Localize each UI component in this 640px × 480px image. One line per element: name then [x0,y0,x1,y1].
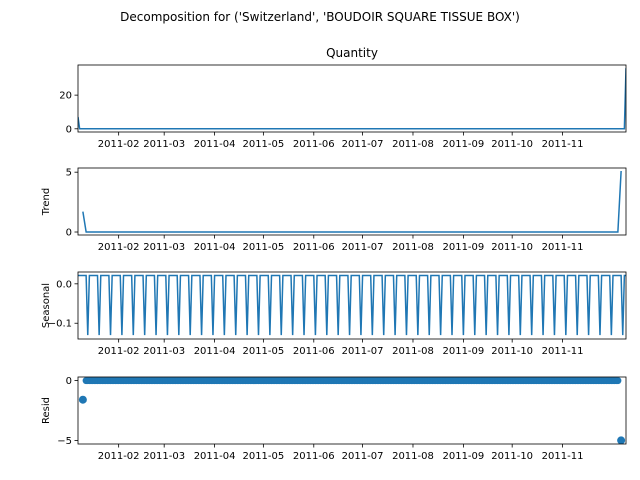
axes-frame [77,271,627,340]
x-tick-label: 2011-11 [542,242,584,253]
y-tick-label: 0.0 [56,279,72,290]
x-tick-label: 2011-09 [442,451,484,462]
x-tick-label: 2011-03 [143,346,185,357]
scatter-point [614,377,622,385]
x-tick-label: 2011-07 [342,242,384,253]
plot-area [78,274,626,336]
x-tick-label: 2011-04 [194,346,236,357]
x-tick-label: 2011-02 [98,451,140,462]
x-tick-label: 2011-10 [491,451,533,462]
panel-4: 0 −5 2011-02 2011-03 2011-04 2011-05 2011-06 20… [41,376,627,462]
y-tick-label: 20 [59,91,72,102]
x-tick-label: 2011-09 [442,346,484,357]
panel-title: Quantity [326,46,378,60]
x-tick-label: 2011-07 [342,139,384,150]
x-tick-label: 2011-02 [98,346,140,357]
x-tick-label: 2011-06 [293,346,335,357]
x-tick-label: 2011-07 [342,451,384,462]
series-line [78,68,626,130]
axes-frame [77,376,627,445]
y-axis-label: Seasonal [41,283,52,328]
x-tick-label: 2011-03 [143,451,185,462]
plot-area [78,68,626,130]
x-tick-label: 2011-07 [342,346,384,357]
y-axis-label: Resid [41,397,52,424]
x-tick-label: 2011-03 [143,242,185,253]
x-tick-label: 2011-10 [491,242,533,253]
y-tick-label: 0 [66,228,72,239]
axes-frame [77,167,627,236]
x-tick-label: 2011-05 [242,139,284,150]
x-tick-label: 2011-06 [293,139,335,150]
panel-1: 0 20 2011-02 2011-03 2011-04 2011-05 2011-06 20… [59,46,627,150]
panel-3: 0.0 −0.1 2011-02 2011-03 2011-04 2011-05 2011-… [41,271,627,357]
y-tick-label: −0.1 [48,319,72,330]
x-tick-label: 2011-02 [98,139,140,150]
x-tick-label: 2011-08 [392,346,434,357]
series-line [82,170,622,233]
x-tick-label: 2011-06 [293,451,335,462]
x-tick-label: 2011-03 [143,139,185,150]
y-tick-label: −5 [57,436,72,447]
x-tick-label: 2011-08 [392,242,434,253]
x-tick-label: 2011-04 [194,139,236,150]
x-tick-label: 2011-09 [442,139,484,150]
axes-frame [77,64,627,133]
figure-suptitle: Decomposition for ('Switzerland', 'BOUDO… [120,10,520,24]
x-tick-label: 2011-09 [442,242,484,253]
plot-area [78,377,626,444]
x-tick-label: 2011-11 [542,451,584,462]
x-tick-label: 2011-04 [194,242,236,253]
x-tick-label: 2011-10 [491,139,533,150]
x-tick-label: 2011-10 [491,346,533,357]
x-tick-label: 2011-05 [242,242,284,253]
scatter-point [78,395,87,404]
x-tick-label: 2011-06 [293,242,335,253]
plot-area [82,170,622,233]
y-axis-label: Trend [41,188,52,216]
x-tick-label: 2011-11 [542,139,584,150]
x-tick-label: 2011-04 [194,451,236,462]
panel-2: 0 5 2011-02 2011-03 2011-04 2011-05 2011-06 201… [41,167,627,253]
x-tick-label: 2011-05 [242,451,284,462]
y-tick-label: 5 [66,168,72,179]
x-tick-label: 2011-05 [242,346,284,357]
x-tick-label: 2011-02 [98,242,140,253]
y-tick-label: 0 [66,376,72,387]
scatter-point [617,436,626,444]
y-tick-label: 0 [66,124,72,135]
series-line [78,274,626,336]
x-tick-label: 2011-08 [392,139,434,150]
x-tick-label: 2011-08 [392,451,434,462]
x-tick-label: 2011-11 [542,346,584,357]
